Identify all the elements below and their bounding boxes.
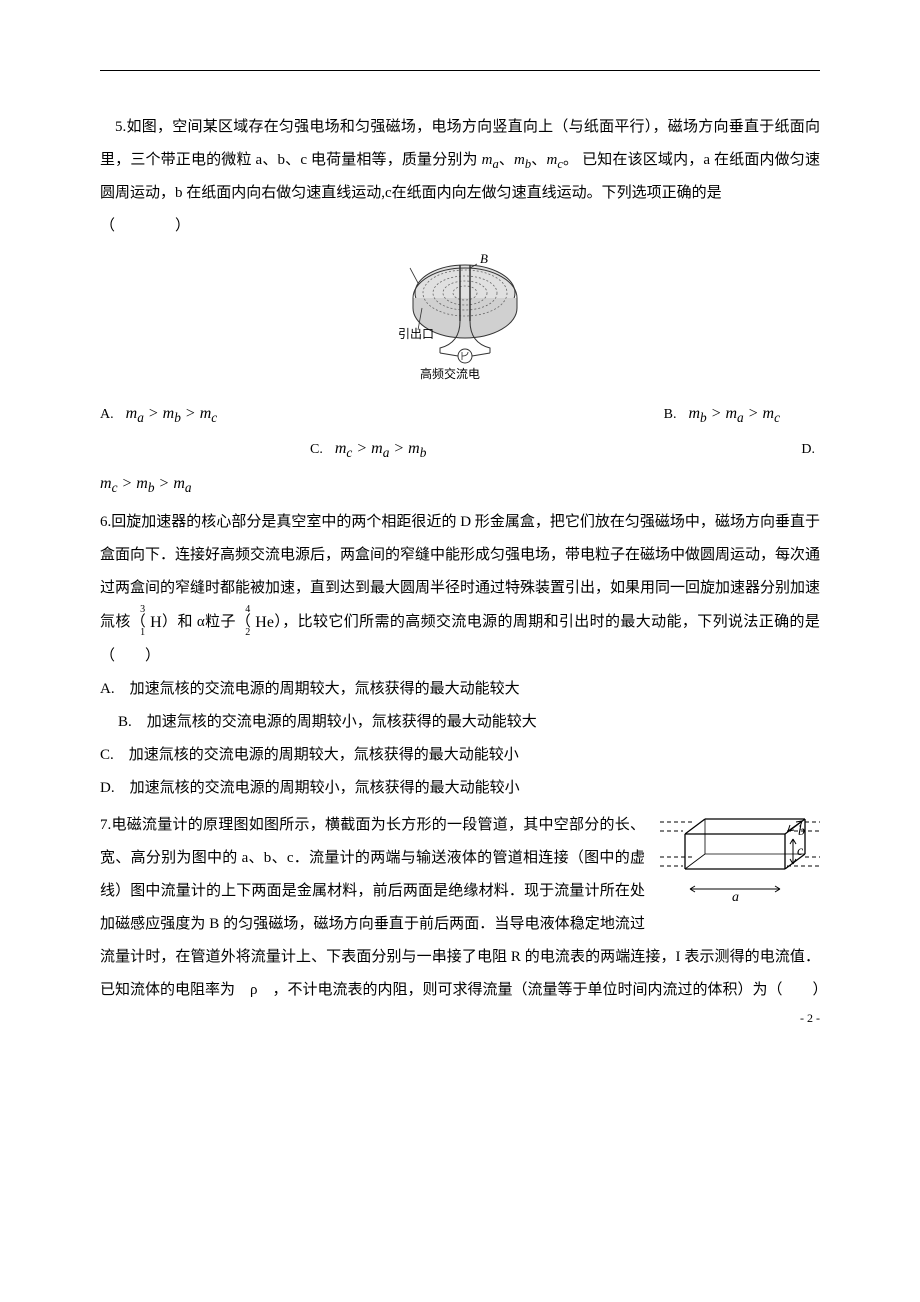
figure-label-exit: 引出口 bbox=[398, 327, 434, 341]
question-5: 5.如图，空间某区域存在匀强电场和匀强磁场，电场方向竖直向上（与纸面平行），磁场… bbox=[100, 111, 820, 243]
flowmeter-svg: a c b bbox=[655, 809, 820, 909]
option-label-a: A. bbox=[100, 400, 114, 431]
alpha-mass: 4 bbox=[245, 599, 250, 621]
header-rule bbox=[100, 70, 820, 71]
q5-option-d-expr-line: mc > mb > ma bbox=[100, 466, 820, 501]
q5-opt-b-expr: mb > ma > mc bbox=[688, 396, 780, 431]
tritium-elem: H bbox=[150, 614, 162, 631]
option-label-c: C. bbox=[310, 435, 323, 466]
tritium-mass: 3 bbox=[140, 599, 145, 621]
alpha-elem: He bbox=[255, 614, 274, 631]
figure-label-ac: 高频交流电 bbox=[420, 366, 480, 381]
figure-label-B: B bbox=[480, 251, 488, 266]
cyclotron-figure: B 引出口 高频交流电 bbox=[100, 238, 820, 396]
q6-middle: 和 α粒子 bbox=[177, 614, 235, 630]
label-b: b bbox=[798, 824, 805, 839]
q6-choice-b: B. 加速氚核的交流电源的周期较小，氚核获得的最大动能较大 bbox=[118, 706, 820, 739]
option-label-b: B. bbox=[664, 400, 677, 431]
q5-opt-c-expr: mc > ma > mb bbox=[335, 431, 427, 466]
question-7: a c b 7.电磁流量计的原理图如图所示，横截面为长方形的一段管道，其中空部分… bbox=[100, 809, 820, 1007]
label-a: a bbox=[732, 890, 739, 905]
cyclotron-svg: B 引出口 高频交流电 bbox=[380, 238, 540, 383]
alpha-isotope: 42He bbox=[251, 605, 274, 640]
q5-opt-a-expr: ma > mb > mc bbox=[126, 396, 218, 431]
tritium-isotope: 31H bbox=[146, 605, 162, 640]
question-6: 6.回旋加速器的核心部分是真空室中的两个相距很近的 D 形金属盒，把它们放在匀强… bbox=[100, 506, 820, 673]
q7-figure: a c b bbox=[655, 809, 820, 922]
page-footer: - 2 - bbox=[800, 1005, 820, 1031]
q5-mass-vars: ma、mb、mc。 bbox=[482, 152, 579, 168]
q5-opt-d-expr: mc > mb > ma bbox=[100, 475, 192, 492]
q5-option-c: C. mc > ma > mb bbox=[310, 431, 426, 466]
q6-text-part1: 6.回旋加速器的核心部分是真空室中的两个相距很近的 D 形金属盒，把它们放在匀强… bbox=[100, 514, 820, 630]
q6-choice-a: A. 加速氚核的交流电源的周期较大，氚核获得的最大动能较大 bbox=[100, 673, 820, 706]
q6-choice-c: C. 加速氚核的交流电源的周期较大，氚核获得的最大动能较小 bbox=[100, 739, 820, 772]
q5-options-row2: C. mc > ma > mb D. bbox=[100, 431, 820, 466]
label-c: c bbox=[797, 844, 804, 859]
q5-option-b: B. mb > ma > mc bbox=[664, 396, 780, 431]
q6-choice-d: D. 加速氚核的交流电源的周期较小，氚核获得的最大动能较小 bbox=[100, 772, 820, 805]
option-label-d: D. bbox=[801, 435, 815, 466]
q5-option-a: A. ma > mb > mc bbox=[100, 396, 217, 431]
tritium-charge: 1 bbox=[140, 622, 145, 644]
q5-options-row1: A. ma > mb > mc B. mb > ma > mc bbox=[100, 396, 820, 431]
alpha-charge: 2 bbox=[245, 622, 250, 644]
